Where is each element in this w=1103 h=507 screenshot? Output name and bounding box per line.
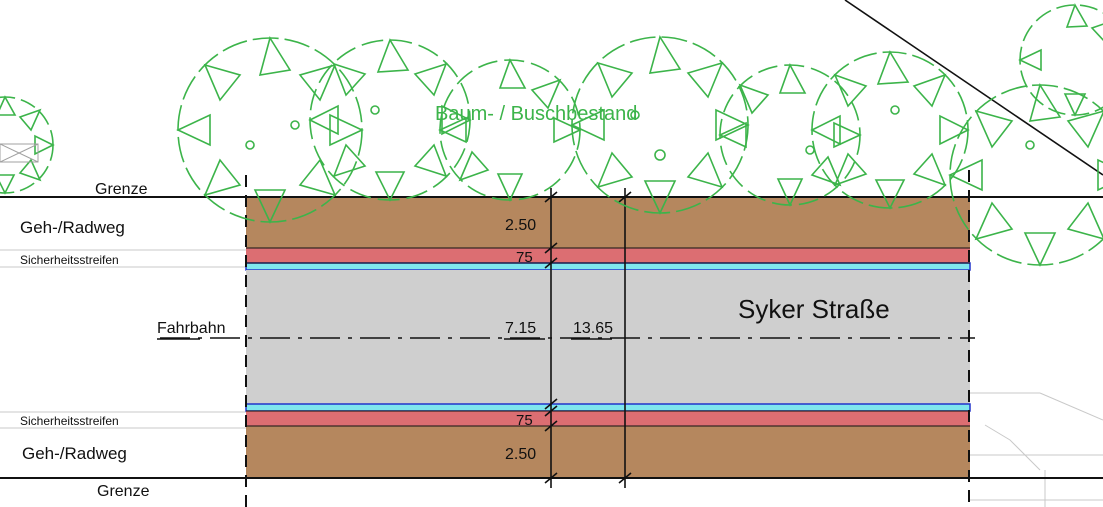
tree-symbol [948, 83, 1103, 267]
carriageway [246, 270, 970, 404]
safety-strip-bottom [246, 411, 970, 426]
tree-symbol [810, 50, 970, 210]
carriageway-label: Fahrbahn [157, 320, 226, 337]
site-background-lines [0, 249, 1103, 507]
safety-strip-top-label: Sicherheitsstreifen [20, 253, 119, 267]
dimension-lines [157, 188, 632, 488]
dimension-path-top: 2.50 [505, 217, 536, 234]
dimension-path-bottom: 2.50 [505, 446, 536, 463]
tree-symbol [570, 35, 750, 215]
path-bottom-label: Geh-/Radweg [22, 444, 127, 463]
boundary-top-label: Grenze [95, 181, 148, 198]
dimension-safety-strip-bottom: 75 [516, 412, 533, 429]
dimension-carriageway: 7.15 [505, 320, 536, 337]
tree-symbol [308, 38, 472, 202]
dimension-safety-strip-top: 75 [516, 249, 533, 266]
parcel-diagonal-line [844, 0, 1103, 176]
curb-bottom [245, 403, 971, 412]
tree-symbol [176, 36, 364, 224]
curb-top [245, 262, 971, 271]
dimension-total: 13.65 [573, 320, 613, 337]
tree-symbol [1018, 3, 1103, 117]
tree-symbol [438, 58, 582, 202]
safety-strip-top [246, 248, 970, 263]
street-bands [245, 197, 971, 478]
band-separators [246, 247, 970, 427]
small-square-marker [0, 143, 39, 163]
safety-strip-bottom-label: Sicherheitsstreifen [20, 414, 119, 428]
vegetation-label: Baum- / Buschbestand [435, 103, 637, 125]
street-name-label: Syker Straße [738, 294, 890, 324]
vegetation-symbols [0, 3, 1103, 267]
path-top-label: Geh-/Radweg [20, 218, 125, 237]
boundary-bottom-label: Grenze [97, 483, 150, 500]
tree-symbol [0, 95, 55, 195]
footway-top [246, 197, 970, 248]
tree-symbol [718, 63, 862, 207]
footway-bottom [246, 426, 970, 478]
